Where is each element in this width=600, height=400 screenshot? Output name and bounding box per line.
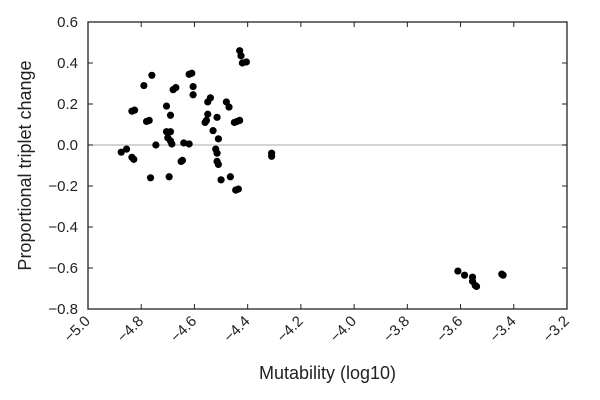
data-point: [117, 148, 125, 156]
x-tick-label: −3.4: [487, 313, 520, 346]
data-point: [130, 155, 138, 163]
data-point: [140, 81, 148, 90]
plot-frame: [87, 21, 568, 310]
data-point: [180, 139, 188, 147]
data-point: [460, 271, 469, 279]
data-point: [236, 116, 244, 124]
data-point: [188, 69, 196, 77]
data-point: [152, 141, 160, 149]
data-point: [165, 173, 173, 181]
data-point: [122, 145, 131, 153]
data-point: [234, 185, 242, 193]
y-tick-label: 0.2: [57, 96, 78, 113]
x-tick-label: −4.4: [221, 313, 254, 346]
data-point: [499, 271, 507, 279]
x-tick-label: −4.2: [274, 313, 307, 346]
data-point: [185, 140, 193, 148]
x-tick-label: −3.2: [540, 313, 573, 346]
data-point: [217, 176, 225, 184]
data-point: [242, 58, 250, 66]
data-point: [178, 156, 187, 164]
data-point: [162, 102, 171, 110]
data-point: [226, 173, 234, 181]
data-point: [454, 267, 462, 275]
data-point: [146, 174, 155, 182]
data-point: [225, 103, 233, 111]
x-tick-label: −4.6: [167, 313, 200, 346]
data-point: [189, 91, 197, 99]
data-point: [189, 82, 197, 91]
x-tick-label: −3.8: [380, 313, 413, 346]
data-point: [204, 110, 212, 118]
data-point: [168, 140, 176, 148]
data-point: [268, 152, 276, 160]
data-point: [214, 160, 222, 169]
data-point: [145, 116, 153, 124]
points-layer: [117, 47, 507, 291]
data-point: [166, 111, 175, 119]
y-tick-label: −0.4: [48, 219, 78, 236]
y-axis-label: Proportional triplet change: [15, 60, 35, 270]
data-point: [209, 127, 217, 135]
x-tick-label: −4.8: [114, 313, 147, 346]
data-point: [202, 116, 211, 124]
data-point: [213, 149, 221, 157]
y-tick-label: −0.2: [48, 178, 78, 195]
y-tick-label: 0.4: [57, 55, 78, 72]
data-point: [130, 106, 139, 114]
x-tick-label: −4.0: [327, 313, 360, 346]
data-point: [214, 135, 222, 143]
data-point: [213, 113, 221, 121]
y-tick-label: 0.0: [57, 137, 78, 154]
data-point: [172, 84, 180, 92]
x-tick-label: −3.6: [433, 313, 466, 346]
data-point: [237, 52, 245, 60]
y-tick-label: 0.6: [57, 14, 78, 31]
data-point: [148, 71, 156, 79]
y-tick-label: −0.8: [48, 301, 78, 318]
data-point: [206, 94, 215, 102]
data-point: [472, 282, 481, 291]
data-point: [166, 128, 175, 136]
ticks-layer: −5.0 −4.8 −4.6 −4.4 −4.2 −4.0 −3.8 −3.6 −3.4 −3.2…: [48, 14, 572, 346]
x-axis-label: Mutability (log10): [259, 363, 396, 383]
y-tick-label: −0.6: [48, 260, 78, 277]
